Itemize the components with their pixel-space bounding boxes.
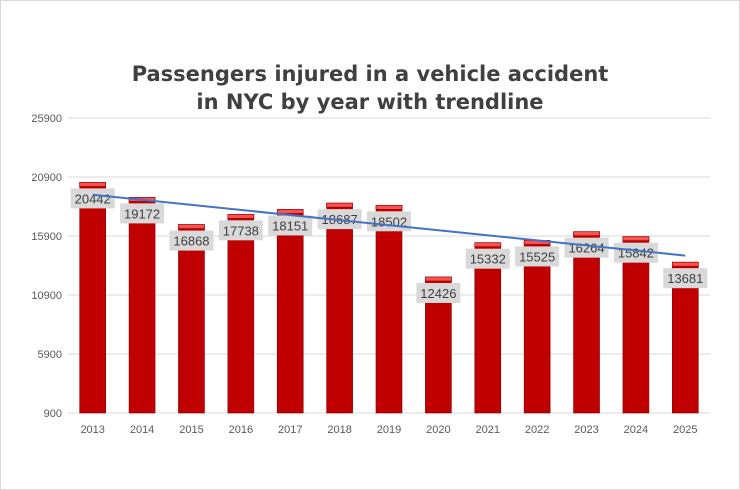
chart-title-line-1: Passengers injured in a vehicle accident [131,62,609,86]
data-label: 15842 [618,246,654,261]
data-label: 15332 [470,252,506,267]
x-tick-label: 2020 [426,424,450,436]
y-tick-label: 10900 [31,290,62,302]
x-tick-label: 2017 [278,424,302,436]
data-label-box [268,215,313,236]
data-label: 18151 [272,218,308,233]
bar [276,209,304,414]
data-label-box [70,188,115,209]
bar [227,214,255,414]
data-label-box [613,242,658,263]
data-label-box [564,237,609,258]
bar-cap [474,242,502,248]
data-label: 16868 [173,234,209,249]
bar [128,197,156,414]
bar [178,224,205,414]
bar-cap [375,204,403,210]
y-tick-label: 15900 [31,231,62,243]
bar-cap [672,261,699,267]
data-label-box [218,220,263,241]
x-tick-label: 2019 [377,424,401,436]
x-tick-label: 2018 [327,424,351,436]
bar [474,242,502,414]
x-tick-label: 2021 [476,424,500,436]
y-tick-label: 25900 [31,113,62,125]
data-label-box [465,248,510,269]
x-tick-label: 2014 [130,424,154,436]
data-label: 19172 [124,206,160,221]
chart-title-line-2: in NYC by year with trendline [196,90,544,114]
bar [523,240,551,414]
x-tick-label: 2024 [624,424,648,436]
x-tick-label: 2013 [80,424,104,436]
data-label: 13681 [667,271,703,286]
data-label: 15525 [519,249,555,264]
x-tick-label: 2016 [229,424,253,436]
data-label: 20442 [75,191,111,206]
bar-cap [425,276,452,282]
data-label-box [169,230,214,251]
bar [79,182,106,414]
data-label-box [416,282,461,303]
y-tick-label: 20900 [31,172,62,184]
bar-cap [573,231,600,237]
bar-cap [227,214,255,219]
data-label-box [515,246,560,267]
data-label-box [120,203,165,224]
bar [573,231,600,414]
bar-cap [276,209,304,214]
data-label: 16264 [568,241,604,256]
data-label-box [663,268,708,289]
bar [326,202,353,414]
x-tick-label: 2025 [673,424,697,436]
y-tick-label: 5900 [38,349,62,361]
data-label: 12426 [420,286,456,301]
x-tick-label: 2015 [179,424,203,436]
x-tick-label: 2023 [574,424,598,436]
x-tick-label: 2022 [525,424,549,436]
bar [375,204,403,414]
bar [622,236,650,414]
data-label: 17738 [223,223,259,238]
bar-cap [326,202,353,208]
trendline [92,193,686,257]
bar-cap [79,182,106,187]
bar-cap [622,236,650,241]
bar-cap [178,224,205,229]
y-tick-label: 900 [44,408,62,420]
